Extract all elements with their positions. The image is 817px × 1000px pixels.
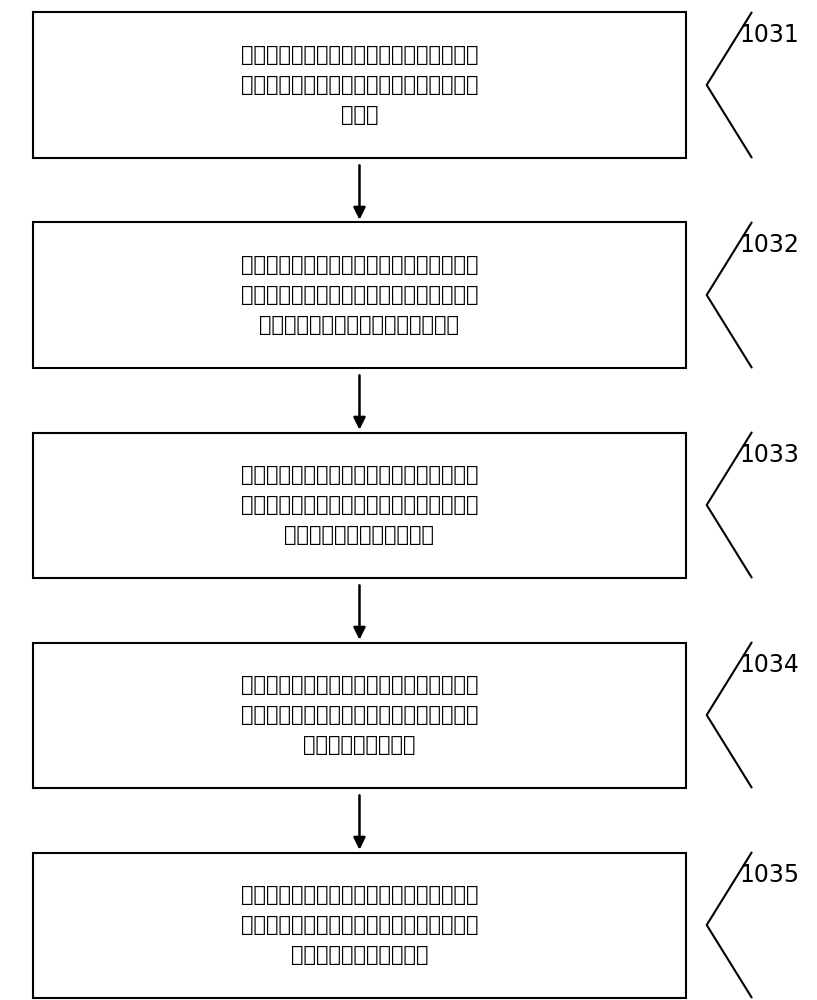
Text: 1031: 1031 <box>739 22 799 46</box>
Text: 当检测到电机的扭矩为零时，发送空挡指令
至变速箱控制器，通过变速箱控制器控制变
速箱摘挡，使变速箱工作于空挡状态: 当检测到电机的扭矩为零时，发送空挡指令 至变速箱控制器，通过变速箱控制器控制变 … <box>241 255 478 335</box>
Text: 若车速达到换挡车速，则发送零扭矩指令至
电机控制器，通过电机控制器控制电机的扭
矩为零: 若车速达到换挡车速，则发送零扭矩指令至 电机控制器，通过电机控制器控制电机的扭 … <box>241 45 478 125</box>
Text: 1035: 1035 <box>739 862 800 887</box>
Bar <box>33 432 686 578</box>
Text: 1032: 1032 <box>739 232 799 256</box>
Bar <box>33 223 686 367</box>
Bar <box>33 12 686 157</box>
Text: 当检测到变速箱处于空挡状态时，发送目标
转速指令至电机控制器，通过电机控制器控
制电机的转速达到目标转速: 当检测到变速箱处于空挡状态时，发送目标 转速指令至电机控制器，通过电机控制器控 … <box>241 465 478 545</box>
Text: 当检测到电机的转速达到目标转速时，发送
零扭矩指令至电机控制器，通过电机控制器
控制电机的扭矩为零: 当检测到电机的转速达到目标转速时，发送 零扭矩指令至电机控制器，通过电机控制器 … <box>241 675 478 755</box>
Bar <box>33 643 686 788</box>
Bar <box>33 852 686 998</box>
Text: 当检测到电机的扭矩为零时，发送目标挡位
指令至变速箱控制器，通过变速箱控制器控
制变速箱切换至目标挡位: 当检测到电机的扭矩为零时，发送目标挡位 指令至变速箱控制器，通过变速箱控制器控 … <box>241 885 478 965</box>
Text: 1034: 1034 <box>739 652 799 676</box>
Text: 1033: 1033 <box>739 442 799 466</box>
